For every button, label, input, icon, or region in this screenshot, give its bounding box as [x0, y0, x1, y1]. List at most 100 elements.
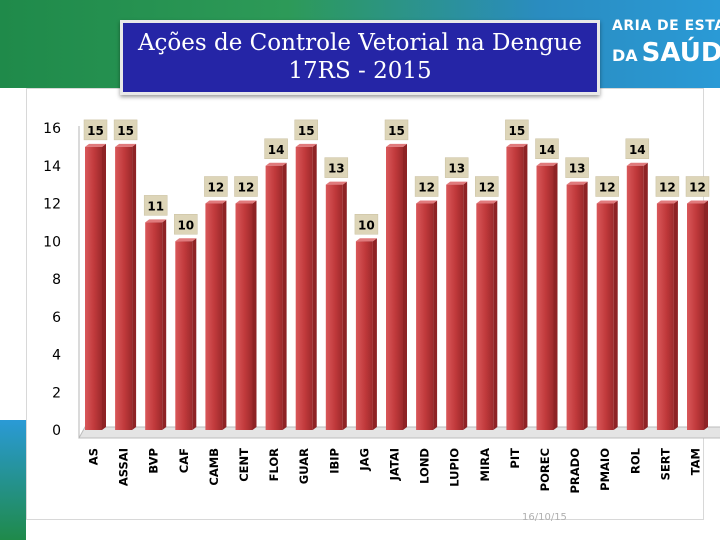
bar-POREC: 14	[535, 138, 559, 430]
bar-FLOR: 14	[264, 138, 288, 430]
bar-top-CENT	[235, 200, 257, 204]
value-label-CENT: 12	[238, 181, 255, 195]
value-label-box-AS	[83, 119, 108, 141]
value-label-PMAIO: 12	[599, 181, 616, 195]
bar-top-BVP	[145, 219, 167, 223]
value-label-box-LOND	[414, 176, 439, 197]
bar-top-ROL	[626, 162, 648, 166]
y-tick-label-16: 16	[43, 121, 61, 137]
bar-front-PMAIO	[596, 203, 614, 430]
bar-AS: 15	[83, 119, 108, 430]
bar-side-IBIP	[342, 181, 347, 430]
bar-front-AS	[85, 146, 102, 430]
value-label-box-ASSAI	[113, 119, 138, 141]
value-label-box-ROL	[625, 138, 650, 159]
bar-top-LUPIO	[446, 181, 468, 185]
bar-JATAI: 15	[384, 119, 409, 430]
category-label-CAF: CAF	[177, 448, 191, 473]
bar-front-PIT	[506, 146, 524, 430]
category-label-CAMB: CAMB	[207, 448, 221, 486]
category-label-PIT: PIT	[508, 448, 522, 469]
bar-CAMB: 12	[204, 176, 228, 430]
bar-side-CAMB	[222, 200, 227, 430]
bar-side-BVP	[162, 219, 167, 430]
bar-front-JATAI	[386, 146, 403, 430]
logo-line2: DASAÚDE	[612, 38, 720, 68]
value-label-box-SERT	[655, 176, 680, 197]
y-tick-label-4: 4	[52, 348, 61, 364]
value-label-LOND: 12	[418, 181, 435, 195]
value-label-box-TAM	[685, 176, 710, 197]
bar-front-CENT	[235, 203, 253, 430]
value-label-GUAR: 15	[298, 124, 315, 138]
bar-IBIP: 13	[324, 157, 349, 430]
bar-top-CAF	[175, 238, 197, 242]
category-label-TAM: TAM	[689, 448, 703, 475]
bar-top-LOND	[416, 200, 438, 204]
category-label-JATAI: JATAI	[388, 448, 402, 481]
bar-front-CAF	[175, 241, 193, 430]
value-label-JATAI: 15	[388, 124, 405, 138]
value-label-TAM: 12	[689, 181, 706, 195]
bar-front-MIRA	[476, 203, 494, 430]
bar-top-IBIP	[325, 181, 347, 185]
bar-top-PIT	[506, 143, 528, 147]
value-label-ASSAI: 15	[117, 124, 134, 138]
value-label-box-CENT	[234, 176, 258, 197]
bar-front-TAM	[687, 203, 704, 430]
bar-JAG: 10	[354, 214, 379, 430]
chart-subtitle: 17RS - 2015	[288, 58, 432, 84]
y-tick-label-2: 2	[52, 385, 61, 401]
category-label-ROL: ROL	[628, 447, 642, 474]
y-tick-label-8: 8	[52, 272, 61, 288]
value-label-JAG: 10	[358, 218, 375, 232]
bar-ASSAI: 15	[113, 119, 138, 430]
bar-SERT: 12	[655, 176, 680, 430]
category-label-JAG: JAG	[357, 448, 371, 472]
category-label-LUPIO: LUPIO	[448, 448, 462, 487]
value-label-MIRA: 12	[478, 181, 495, 195]
value-label-CAF: 10	[177, 218, 194, 232]
bar-front-ASSAI	[115, 146, 133, 430]
bar-GUAR: 15	[294, 119, 318, 430]
bar-CENT: 12	[234, 176, 258, 430]
category-label-FLOR: FLOR	[267, 448, 281, 482]
value-label-box-FLOR	[264, 138, 288, 159]
value-label-FLOR: 14	[268, 143, 285, 157]
bar-side-POREC	[553, 162, 558, 430]
chart-title: Ações de Controle Vetorial na Dengue	[137, 30, 583, 56]
state-health-logo: ARIA DE ESTADO DASAÚDE	[590, 14, 720, 74]
value-label-BVP: 11	[147, 199, 164, 213]
category-label-ASSAI: ASSAI	[117, 448, 131, 486]
bar-side-PIT	[523, 143, 528, 430]
value-label-SERT: 12	[659, 181, 676, 195]
value-label-CAMB: 12	[208, 181, 225, 195]
bar-side-FLOR	[282, 162, 287, 430]
bar-front-JAG	[355, 241, 373, 430]
logo-da: DA	[612, 46, 638, 65]
chart-title-box: Ações de Controle Vetorial na Dengue 17R…	[120, 20, 600, 95]
bars: 15 15 11 10 12 12 14 15 13 10 15 12 13 12 15 14 13 12 14 12…	[83, 119, 710, 430]
value-label-box-LUPIO	[444, 157, 469, 178]
bar-PIT: 15	[505, 119, 529, 430]
bar-top-TAM	[687, 200, 708, 204]
bar-front-BVP	[145, 222, 163, 430]
category-label-CENT: CENT	[237, 448, 251, 482]
value-label-box-PRADO	[565, 157, 589, 178]
y-axis: 0 2 4 6 8 10 12 14 16	[43, 121, 61, 439]
value-label-PIT: 15	[509, 124, 526, 138]
bar-side-ASSAI	[132, 143, 137, 430]
bar-LOND: 12	[414, 176, 439, 430]
bar-side-SERT	[673, 200, 678, 430]
bar-CAF: 10	[174, 214, 198, 430]
category-label-PRADO: PRADO	[568, 448, 582, 494]
y-tick-label-0: 0	[52, 423, 61, 439]
category-label-SERT: SERT	[658, 448, 672, 480]
bar-LUPIO: 13	[444, 157, 469, 430]
bar-front-SERT	[656, 203, 674, 430]
bar-front-LUPIO	[446, 184, 464, 430]
bar-front-IBIP	[325, 184, 343, 430]
value-label-POREC: 14	[539, 143, 556, 157]
bar-side-TAM	[704, 200, 708, 430]
bar-TAM: 12	[685, 176, 710, 430]
